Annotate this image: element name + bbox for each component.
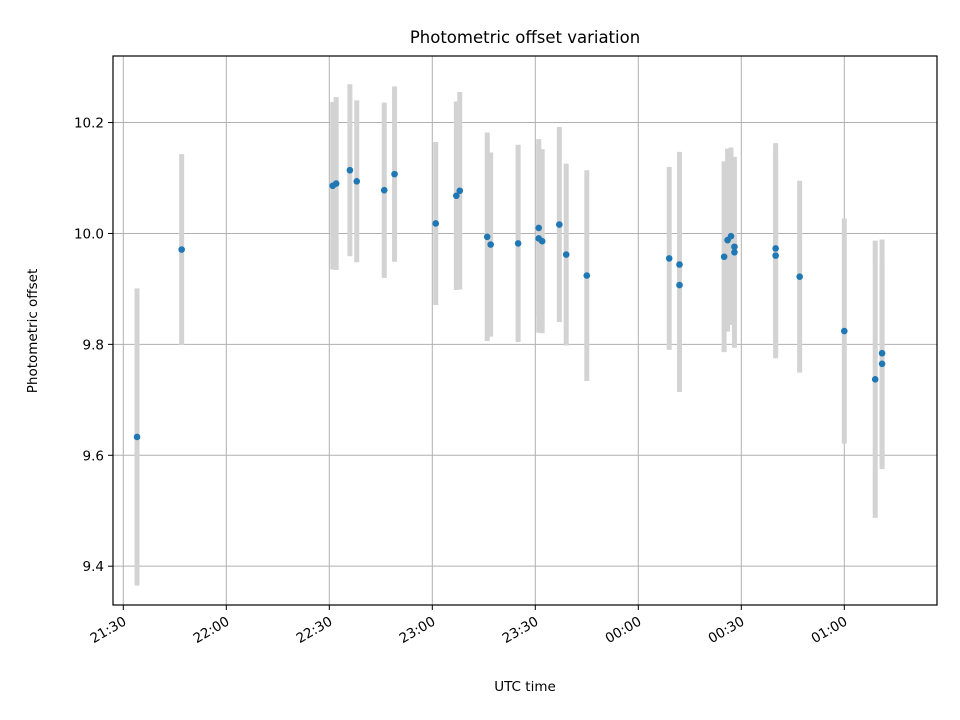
data-point — [332, 180, 340, 187]
y-tick-label: 10.2 — [74, 116, 104, 132]
data-point — [841, 327, 848, 335]
data-point — [583, 272, 591, 279]
y-tick-label: 9.8 — [83, 337, 104, 353]
data-point — [514, 240, 522, 247]
data-point — [432, 220, 440, 227]
data-point — [731, 243, 738, 251]
y-axis-label: Photometric offset — [25, 269, 41, 393]
data-point — [665, 255, 673, 262]
data-point — [346, 166, 354, 174]
y-tick-label: 9.6 — [83, 448, 104, 464]
data-point — [878, 360, 886, 368]
plot-frame — [112, 55, 938, 606]
data-point — [878, 349, 886, 357]
data-points — [133, 166, 886, 441]
data-point — [456, 187, 464, 195]
data-point — [535, 224, 543, 232]
data-point — [380, 186, 388, 194]
data-point — [676, 281, 683, 289]
data-point — [772, 252, 779, 259]
y-tick-label: 10.0 — [74, 226, 104, 242]
data-point — [727, 232, 735, 240]
data-point — [133, 433, 141, 441]
data-point — [796, 273, 803, 281]
data-point — [453, 192, 460, 200]
data-point — [353, 178, 361, 185]
data-point — [538, 237, 546, 245]
data-point — [556, 221, 563, 228]
data-point — [487, 241, 494, 248]
chart-title: Photometric offset variation — [410, 28, 640, 47]
data-point — [483, 233, 491, 241]
y-tick-label: 9.4 — [83, 559, 104, 575]
data-point — [391, 170, 398, 178]
data-point — [871, 376, 879, 383]
data-point — [731, 249, 738, 256]
grid — [113, 56, 937, 605]
data-point — [178, 246, 185, 253]
data-point — [676, 261, 683, 268]
data-point — [562, 251, 570, 258]
x-axis-label: UTC time — [494, 679, 556, 695]
y-axis-ticks: 9.4 9.6 9.8 10.0 10.2 — [74, 116, 113, 575]
data-point — [772, 245, 779, 252]
data-point — [720, 253, 728, 261]
